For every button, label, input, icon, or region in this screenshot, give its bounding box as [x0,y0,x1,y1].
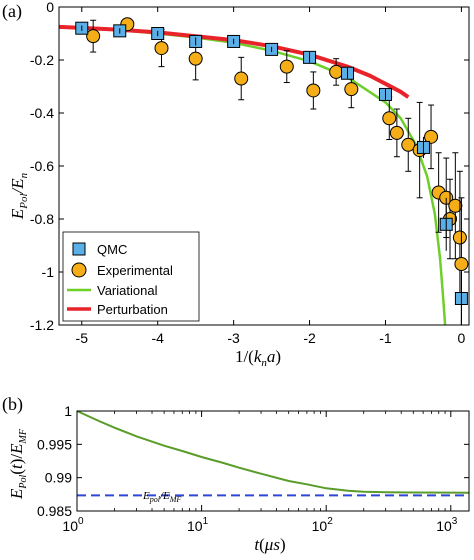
experimental-point [344,82,359,97]
a-xtick-label: -2 [303,330,316,346]
a-xtick-label: -5 [76,330,89,346]
panel-b-frame [76,410,470,512]
b-ytick-label: 1 [64,403,72,419]
a-ytick-label: -0.4 [30,105,54,121]
panel-a-xlabel: 1/(kna) [235,347,281,369]
b-xtick-label: 101 [187,516,209,534]
b-ytick-label: 0.99 [45,470,72,486]
experimental-point [234,71,249,86]
b-ytick-label: 0.995 [37,436,72,452]
experimental-point [389,125,404,140]
panel-b-xlabel: t(μs) [254,535,285,554]
a-xtick-label: -3 [227,330,240,346]
panel-a: (a) -5 -4 -3 -2 -1 0 -1.2 -1 -0.8 -0.6 -0.4 -0.2 0 E… [2,0,470,369]
a-xtick-label: -4 [151,330,164,346]
experimental-point [454,257,469,272]
experimental-point [329,64,344,79]
experimental-point [306,83,321,98]
a-ytick-label: -1 [42,264,55,280]
experimental-point [382,111,397,126]
panel-a-ylabel: EPol/En [8,172,30,220]
experimental-point [188,51,203,66]
panel-a-frame [58,6,470,326]
a-ytick-label: -0.2 [30,52,54,68]
b-xtick-label: 103 [436,516,458,534]
panel-b-ylabel: EPol(t)/EMF [7,428,29,500]
experimental-point [279,59,294,74]
panel-a-label: (a) [2,1,22,22]
legend-qmc-marker [72,242,86,256]
legend-variational-label: Variational [97,283,158,298]
panel-a-legend: QMC Experimental Variational Perturbatio… [62,231,200,322]
experimental-point [424,129,439,144]
b-ytick-label: 0.985 [37,503,72,519]
panel-b-label: (b) [2,394,23,415]
experimental-point [154,41,169,56]
legend-perturbation-label: Perturbation [97,302,168,317]
experimental-point [452,230,467,245]
experimental-point [401,137,416,152]
panel-b-annotation: Epol/EMF [142,490,181,504]
legend-qmc-label: QMC [97,242,127,257]
legend-experimental-marker [71,262,87,278]
a-xtick-label: 0 [458,330,466,346]
a-ytick-label: -1.2 [30,317,54,333]
time-evolution-line [76,410,470,494]
legend-box [62,231,200,322]
a-ytick-label: -0.6 [30,158,54,174]
experimental-point [86,29,101,44]
a-ytick-label: 0 [46,0,54,15]
b-xtick-label: 102 [312,516,334,534]
a-ytick-label: -0.8 [30,211,54,227]
a-xtick-label: -1 [379,330,392,346]
legend-experimental-label: Experimental [97,263,173,278]
